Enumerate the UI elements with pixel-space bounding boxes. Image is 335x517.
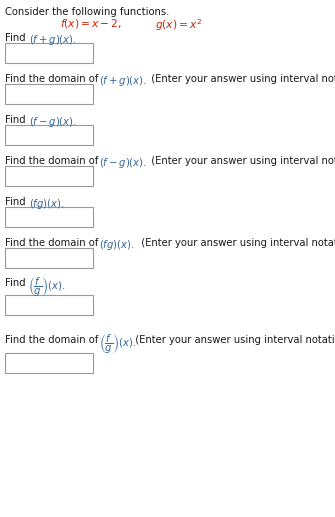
FancyBboxPatch shape (5, 353, 93, 373)
FancyBboxPatch shape (5, 207, 93, 227)
Text: $(\mathit{f} + \mathit{g})(\mathit{x}).$: $(\mathit{f} + \mathit{g})(\mathit{x}).$ (29, 33, 77, 47)
Text: $(\mathit{f} + \mathit{g})(\mathit{x}).$: $(\mathit{f} + \mathit{g})(\mathit{x}).$ (99, 74, 147, 88)
Text: $(\mathit{fg})(\mathit{x}).$: $(\mathit{fg})(\mathit{x}).$ (29, 197, 65, 211)
Text: Find the domain of: Find the domain of (5, 335, 105, 345)
Text: $\left(\dfrac{\mathit{f}}{\mathit{g}}\right)(\mathit{x}).$: $\left(\dfrac{\mathit{f}}{\mathit{g}}\ri… (99, 333, 136, 356)
Text: Find: Find (5, 197, 32, 207)
Text: (Enter your answer using interval notation.): (Enter your answer using interval notati… (135, 238, 335, 248)
Text: Find: Find (5, 278, 32, 288)
Text: (Enter your answer using interval notation.): (Enter your answer using interval notati… (145, 156, 335, 166)
Text: $\left(\dfrac{\mathit{f}}{\mathit{g}}\right)(\mathit{x}).$: $\left(\dfrac{\mathit{f}}{\mathit{g}}\ri… (28, 276, 65, 299)
FancyBboxPatch shape (5, 248, 93, 268)
Text: Find the domain of: Find the domain of (5, 238, 105, 248)
FancyBboxPatch shape (5, 84, 93, 104)
Text: Find: Find (5, 115, 32, 125)
Text: Find: Find (5, 33, 32, 43)
Text: $\mathit{f}(\mathit{x}) = \mathit{x} - 2,$: $\mathit{f}(\mathit{x}) = \mathit{x} - 2… (60, 17, 122, 30)
Text: (Enter your answer using interval notation.): (Enter your answer using interval notati… (129, 335, 335, 345)
FancyBboxPatch shape (5, 125, 93, 145)
Text: $(\mathit{f} - \mathit{g})(\mathit{x}).$: $(\mathit{f} - \mathit{g})(\mathit{x}).$ (99, 156, 147, 170)
FancyBboxPatch shape (5, 295, 93, 315)
Text: Consider the following functions.: Consider the following functions. (5, 7, 170, 17)
Text: $\mathit{g}(\mathit{x}) = \mathit{x}^2$: $\mathit{g}(\mathit{x}) = \mathit{x}^2$ (155, 17, 202, 33)
Text: (Enter your answer using interval notation.): (Enter your answer using interval notati… (145, 74, 335, 84)
FancyBboxPatch shape (5, 166, 93, 186)
Text: Find the domain of: Find the domain of (5, 156, 105, 166)
Text: $(\mathit{f} - \mathit{g})(\mathit{x}).$: $(\mathit{f} - \mathit{g})(\mathit{x}).$ (29, 115, 77, 129)
Text: Find the domain of: Find the domain of (5, 74, 105, 84)
Text: $(\mathit{fg})(\mathit{x}).$: $(\mathit{fg})(\mathit{x}).$ (99, 238, 135, 252)
FancyBboxPatch shape (5, 43, 93, 63)
